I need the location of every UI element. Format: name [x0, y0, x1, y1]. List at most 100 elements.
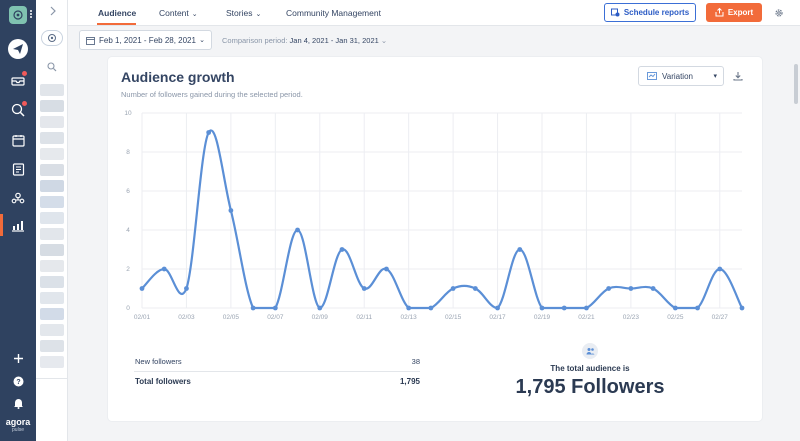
brand-logo: agora pulse: [3, 418, 33, 434]
data-point: [539, 305, 545, 311]
x-tick-label: 02/23: [623, 314, 640, 321]
chevron-down-icon: ⌄: [380, 36, 388, 45]
content-list-icon[interactable]: [8, 159, 28, 179]
comparison-period[interactable]: Comparison period: Jan 4, 2021 - Jan 31,…: [222, 36, 387, 45]
tab-label: Community Management: [286, 8, 381, 18]
view-select[interactable]: Variation ▾: [638, 66, 724, 86]
profile-item[interactable]: [40, 196, 64, 208]
data-point: [695, 305, 700, 311]
help-icon[interactable]: ?: [8, 371, 28, 391]
chevron-down-icon: ⌄: [191, 11, 198, 18]
profile-item[interactable]: [40, 132, 64, 144]
workspace-logo-icon[interactable]: [9, 6, 27, 24]
data-point: [584, 305, 589, 311]
profile-item[interactable]: [40, 244, 64, 256]
data-point: [361, 286, 367, 291]
publish-icon[interactable]: [8, 39, 28, 59]
reports-icon[interactable]: [8, 215, 28, 235]
page-scrollbar[interactable]: [794, 64, 798, 104]
tab-community-management[interactable]: Community Management: [286, 8, 381, 18]
chevron-down-icon: ⌄: [255, 11, 262, 18]
inbox-notification-dot: [22, 71, 27, 76]
profile-item[interactable]: [40, 228, 64, 240]
profile-item[interactable]: [40, 276, 64, 288]
total-followers-value: 1,795: [399, 377, 420, 386]
x-tick-label: 02/19: [534, 314, 551, 321]
team-icon[interactable]: [8, 188, 28, 208]
expand-chevron-icon[interactable]: [48, 6, 58, 16]
total-audience-value: 1,795 Followers: [515, 376, 665, 398]
profile-item[interactable]: [40, 308, 64, 320]
x-tick-label: 02/09: [312, 314, 329, 321]
y-tick-label: 10: [124, 110, 132, 117]
profile-item[interactable]: [40, 324, 64, 336]
data-point: [472, 286, 478, 291]
date-range-picker[interactable]: Feb 1, 2021 - Feb 28, 2021 ⌄: [79, 30, 212, 50]
x-tick-label: 02/25: [667, 314, 684, 321]
profile-item[interactable]: [40, 180, 64, 192]
comparison-label: Comparison period:: [222, 36, 288, 45]
profile-item[interactable]: [40, 212, 64, 224]
calendar-icon: [86, 36, 95, 45]
x-tick-label: 02/17: [489, 314, 506, 321]
data-point: [428, 305, 434, 311]
profile-item[interactable]: [40, 260, 64, 272]
add-icon[interactable]: [8, 348, 28, 368]
data-point: [561, 305, 567, 311]
data-point: [450, 286, 456, 291]
filters-bar: Feb 1, 2021 - Feb 28, 2021 ⌄ Comparison …: [68, 26, 800, 54]
profile-group-toggle[interactable]: [41, 30, 63, 46]
export-button[interactable]: Export: [706, 3, 762, 22]
profile-item[interactable]: [40, 340, 64, 352]
profile-search-icon[interactable]: [47, 62, 57, 72]
schedule-reports-button[interactable]: Schedule reports: [604, 3, 696, 22]
new-followers-value: 38: [411, 357, 420, 366]
data-point: [295, 227, 300, 233]
profile-item[interactable]: [40, 356, 64, 368]
more-options-icon[interactable]: [30, 10, 33, 20]
listening-icon[interactable]: [8, 100, 28, 120]
tab-content[interactable]: Content ⌄: [159, 8, 198, 18]
profile-item[interactable]: [40, 292, 64, 304]
active-nav-indicator: [0, 214, 3, 236]
data-point: [250, 305, 256, 311]
export-label: Export: [727, 8, 754, 17]
profile-item[interactable]: [40, 164, 64, 176]
profile-item[interactable]: [40, 116, 64, 128]
profile-item[interactable]: [40, 84, 64, 96]
profile-item[interactable]: [40, 148, 64, 160]
top-bar: Audience Content ⌄ Stories ⌄ Community Man…: [68, 0, 800, 26]
card-title: Audience growth: [121, 69, 235, 85]
tab-audience[interactable]: Audience: [98, 8, 136, 18]
active-tab-underline: [97, 23, 136, 25]
brand-sub: pulse: [12, 427, 24, 433]
data-point: [672, 305, 678, 311]
comparison-range: Jan 4, 2021 - Jan 31, 2021: [289, 36, 379, 45]
data-point: [717, 266, 723, 272]
data-point: [206, 130, 212, 135]
stat-row-total-followers: Total followers 1,795: [134, 372, 420, 392]
tab-stories[interactable]: Stories ⌄: [226, 8, 261, 18]
y-tick-label: 2: [126, 266, 130, 273]
calendar-icon[interactable]: [8, 130, 28, 150]
download-icon[interactable]: [733, 71, 743, 81]
notifications-bell-icon[interactable]: [8, 393, 28, 413]
data-point: [739, 305, 745, 311]
data-point: [228, 208, 234, 213]
schedule-reports-label: Schedule reports: [623, 8, 690, 17]
x-tick-label: 02/27: [712, 314, 729, 321]
chevron-down-icon: ⌄: [199, 37, 205, 44]
profile-item[interactable]: [40, 100, 64, 112]
data-point: [139, 286, 145, 291]
audience-growth-chart: 0 2 4 6 8 10 02/01 02/03 02/05 02/07 02/09 02/11 02/…: [124, 110, 745, 321]
x-tick-label: 02/15: [445, 314, 462, 321]
data-point: [495, 305, 500, 311]
y-tick-label: 6: [126, 188, 130, 195]
listening-notification-dot: [22, 101, 27, 106]
audience-icon: [582, 343, 598, 359]
gear-icon[interactable]: [774, 8, 784, 18]
group-icon: [48, 34, 56, 42]
app-rail: ? agora pulse: [0, 0, 36, 441]
data-point: [161, 266, 167, 272]
inbox-icon[interactable]: [8, 70, 28, 90]
